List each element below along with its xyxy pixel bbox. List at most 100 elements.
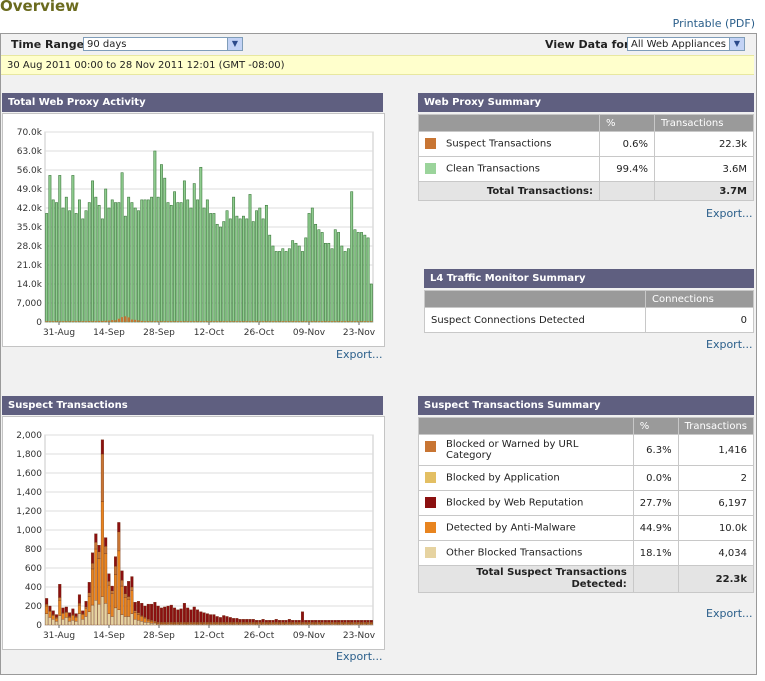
y-tick-label: 1,600 xyxy=(16,469,42,479)
stack-segment xyxy=(294,620,298,623)
suspect-bar xyxy=(225,321,229,322)
stack-segment xyxy=(51,610,55,615)
suspect-bar xyxy=(130,319,134,322)
time-range-label: Time Range: xyxy=(11,38,89,51)
bar xyxy=(186,199,190,323)
stack-segment xyxy=(81,619,85,626)
stack-segment xyxy=(173,607,177,623)
stack-segment xyxy=(114,556,118,567)
stack-segment xyxy=(271,620,275,623)
x-tick-label: 28-Sep xyxy=(143,631,175,641)
total-row: Total Suspect Transactions Detected: 22.… xyxy=(418,565,755,593)
proxy-activity-export-link[interactable]: Export... xyxy=(336,348,383,361)
stack-segment xyxy=(64,617,68,626)
row-tx: 6,197 xyxy=(677,490,755,516)
bar xyxy=(100,218,104,323)
row-label: Clean Transactions xyxy=(446,163,540,175)
y-tick-label: 7,000 xyxy=(16,299,42,309)
stack-segment xyxy=(209,614,213,623)
bar xyxy=(202,207,206,323)
stack-segment xyxy=(330,620,334,623)
row-label: Blocked or Warned by URL Category xyxy=(446,439,579,461)
bar xyxy=(51,199,55,323)
suspect-bar xyxy=(124,316,127,322)
bar xyxy=(163,177,167,323)
suspect-bar xyxy=(366,321,370,322)
page-title: Overview xyxy=(0,0,80,15)
suspect-bar xyxy=(166,321,170,322)
stack-segment xyxy=(258,620,262,623)
suspect-bar xyxy=(275,321,278,322)
suspect-bar xyxy=(193,321,196,322)
total-blank xyxy=(632,565,679,593)
suspect-export-link[interactable]: Export... xyxy=(336,650,383,663)
stack-segment xyxy=(245,619,249,623)
view-data-select[interactable]: All Web Appliances ▼ xyxy=(627,37,745,51)
bar xyxy=(107,207,111,323)
stack-segment xyxy=(71,608,75,615)
stack-segment xyxy=(156,605,160,623)
stack-segment xyxy=(202,612,206,623)
table-row: Detected by Anti-Malware 44.9% 10.0k xyxy=(418,515,755,541)
suspect-bar xyxy=(179,321,183,322)
stack-segment xyxy=(114,574,118,609)
suspect-bar xyxy=(71,321,75,322)
y-tick-label: 63.0k xyxy=(17,147,43,157)
stack-segment xyxy=(320,620,324,623)
suspect-bar xyxy=(81,321,84,322)
suspect-bar xyxy=(281,321,284,322)
suspect-bar xyxy=(45,321,48,322)
row-label: Suspect Transactions xyxy=(446,138,552,150)
stack-segment xyxy=(225,616,229,623)
printable-pdf-link[interactable]: Printable (PDF) xyxy=(672,17,755,30)
bar xyxy=(199,166,203,323)
time-range-select[interactable]: 90 days ▼ xyxy=(83,37,243,51)
row-tx: 4,034 xyxy=(677,540,755,566)
suspect-bar xyxy=(65,321,68,322)
suspect-bar xyxy=(209,321,212,322)
suspect-bar xyxy=(173,321,176,322)
table-row: Blocked by Application 0.0% 2 xyxy=(418,465,755,491)
stack-segment xyxy=(143,618,147,623)
stack-segment xyxy=(136,614,140,621)
stack-segment xyxy=(333,620,337,623)
l4-export-link[interactable]: Export... xyxy=(706,338,753,351)
stack-segment xyxy=(48,611,52,618)
proxy-summary-export-link[interactable]: Export... xyxy=(706,207,753,220)
proxy-summary-header-blank xyxy=(418,114,600,132)
suspect-bar xyxy=(370,321,373,322)
y-tick-label: 400 xyxy=(25,583,42,593)
bar xyxy=(307,213,311,323)
l4-table: Connections Suspect Connections Detected… xyxy=(424,290,754,333)
stack-segment xyxy=(68,621,72,626)
stack-segment xyxy=(58,583,62,598)
stack-segment xyxy=(97,551,101,559)
stack-segment xyxy=(84,608,88,617)
stack-segment xyxy=(150,603,154,621)
suspect-summary-export-link[interactable]: Export... xyxy=(706,607,753,620)
suspect-bar xyxy=(229,321,232,322)
bar xyxy=(232,196,236,323)
stack-segment xyxy=(327,620,331,623)
stack-segment xyxy=(127,581,131,597)
row-tx: 3.6M xyxy=(654,156,754,182)
bar xyxy=(248,194,252,323)
stack-segment xyxy=(91,552,95,564)
bar xyxy=(258,207,262,323)
stack-segment xyxy=(360,620,364,623)
suspect-bar xyxy=(304,321,307,322)
suspect-bar xyxy=(268,321,271,322)
stack-segment xyxy=(304,620,308,623)
stack-segment xyxy=(314,620,318,623)
x-tick-label: 31-Aug xyxy=(43,631,75,641)
row-pct: 0.6% xyxy=(599,131,655,157)
stack-segment xyxy=(127,616,131,626)
y-tick-label: 0 xyxy=(36,318,42,328)
bar xyxy=(363,234,367,323)
stack-segment xyxy=(261,619,265,623)
stack-segment xyxy=(94,533,98,543)
suspect-bar xyxy=(117,318,120,322)
suspect-summary-col-tx: Transactions xyxy=(677,417,755,435)
bar xyxy=(78,199,81,323)
total-label: Total Suspect Transactions Detected: xyxy=(418,565,634,593)
